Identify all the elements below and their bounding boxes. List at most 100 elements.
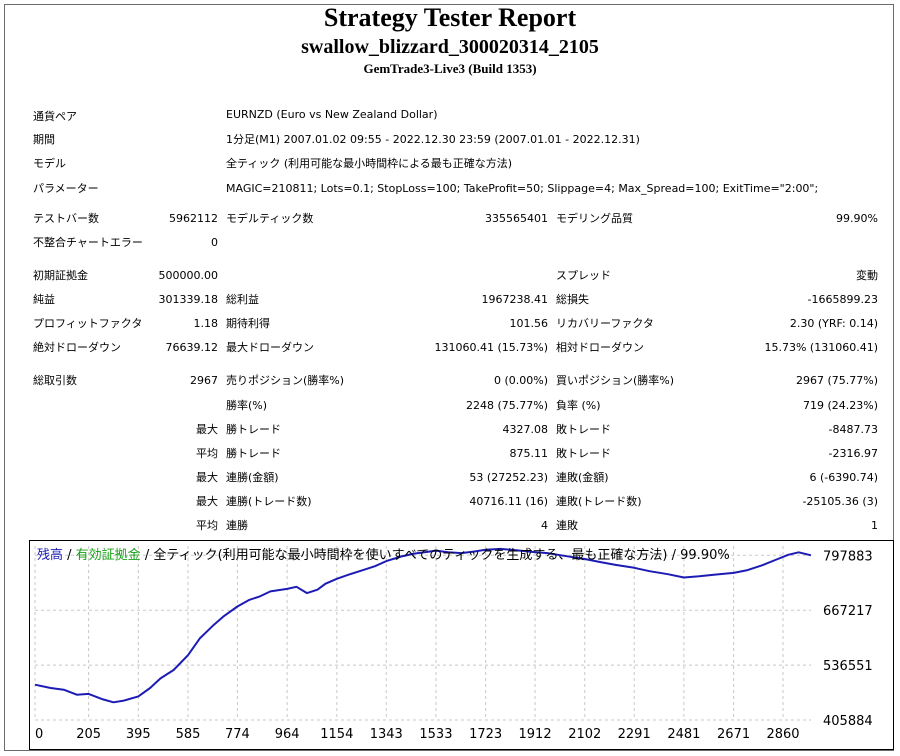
absolute-drawdown-value: 76639.12: [165, 341, 219, 354]
absolute-drawdown-label: 絶対ドローダウン: [33, 341, 121, 354]
period-value: 1分足(M1) 2007.01.02 09:55 - 2022.12.30 23…: [226, 133, 640, 146]
avg-consec-win-value: 4: [541, 519, 548, 532]
trades-row: 総取引数 2967 売りポジション(勝率%) 0 (0.00%) 買いポジション…: [0, 372, 900, 394]
avg-consec-prefix: 平均: [196, 519, 218, 532]
chart-axes: 0 205 395 585 774 964 1154 1343 1533 1723 1912 2102…: [35, 549, 873, 742]
short-positions-value: 0 (0.00%): [493, 374, 548, 387]
largest-win-value: 4327.08: [502, 423, 549, 436]
report-frame: [4, 4, 894, 751]
model-label: モデル: [33, 157, 66, 170]
factor-row: プロフィットファクタ 1.18 期待利得 101.56 リカバリーファクタ 2.…: [0, 315, 900, 337]
relative-drawdown-label: 相対ドローダウン: [556, 341, 644, 354]
deposit-label: 初期証拠金: [33, 269, 88, 282]
consec-win-amount-value: 53 (27252.23): [469, 471, 548, 484]
average-row: 平均 勝トレード 875.11 敗トレード -2316.97: [0, 445, 900, 467]
balance-chart-svg: 0 205 395 585 774 964 1154 1343 1533 1723 1912 2102…: [29, 540, 894, 750]
consec-win-amount-label: 連勝(金額): [226, 471, 279, 484]
average-loss-label: 敗トレード: [556, 447, 611, 460]
balance-chart: 0 205 395 585 774 964 1154 1343 1533 1723 1912 2102…: [29, 540, 894, 750]
total-trades-value: 2967: [190, 374, 218, 387]
consec-trades-row: 最大 連勝(トレード数) 40716.11 (16) 連敗(トレード数) -25…: [0, 493, 900, 515]
avg-consec-loss-value: 1: [871, 519, 878, 532]
model-row: モデル 全ティック (利用可能な最小時間枠による最も正確な方法): [0, 155, 900, 177]
x-tick-label: 395: [126, 727, 151, 742]
recovery-factor-value: 2.30 (YRF: 0.14): [789, 317, 878, 330]
consec-win-trades-label: 連勝(トレード数): [226, 495, 312, 508]
mismatch-row: 不整合チャートエラー 0: [0, 234, 900, 256]
consec-loss-trades-value: -25105.36 (3): [802, 495, 878, 508]
win-rate-value: 2248 (75.77%): [465, 399, 548, 412]
x-tick-label: 964: [275, 727, 300, 742]
expected-payoff-value: 101.56: [509, 317, 549, 330]
period-row: 期間 1分足(M1) 2007.01.02 09:55 - 2022.12.30…: [0, 131, 900, 153]
params-row: パラメーター MAGIC=210811; Lots=0.1; StopLoss=…: [0, 180, 900, 202]
gross-loss-label: 総損失: [556, 293, 589, 306]
maximal-drawdown-value: 131060.41 (15.73%): [434, 341, 548, 354]
gross-profit-value: 1967238.41: [481, 293, 548, 306]
x-tick-label: 1912: [519, 727, 552, 742]
relative-drawdown-value: 15.73% (131060.41): [764, 341, 878, 354]
legend-separator: /: [63, 548, 76, 563]
report-subtitle: swallow_blizzard_300020314_2105: [301, 36, 599, 58]
params-value: MAGIC=210811; Lots=0.1; StopLoss=100; Ta…: [226, 182, 819, 195]
y-tick-label: 797883: [823, 549, 873, 564]
x-tick-label: 0: [35, 727, 43, 742]
mismatch-value: 0: [211, 236, 218, 249]
average-loss-value: -2316.97: [828, 447, 878, 460]
legend-separator: /: [141, 548, 154, 563]
server-name: GemTrade3-Live3 (Build 1353): [363, 61, 537, 76]
x-tick-label: 205: [76, 727, 101, 742]
avg-consec-win-label: 連勝: [226, 519, 248, 532]
x-tick-label: 2291: [618, 727, 651, 742]
profit-factor-value: 1.18: [193, 317, 219, 330]
bars-label: テストバー数: [33, 212, 99, 225]
x-tick-label: 2671: [717, 727, 750, 742]
symbol-row: 通貨ペア EURNZD (Euro vs New Zealand Dollar): [0, 108, 900, 130]
legend-model-quality: 全ティック(利用可能な最小時間枠を使いすべてのティックを生成する、最も正確な方法…: [153, 547, 729, 563]
consec-loss-amount-value: 6 (-6390.74): [809, 471, 878, 484]
win-rate-label: 勝率(%): [226, 399, 268, 412]
recovery-factor-label: リカバリーファクタ: [556, 317, 654, 330]
chart-border: [29, 540, 894, 750]
legend-balance: 残高: [37, 547, 63, 563]
symbol-label: 通貨ペア: [33, 110, 77, 123]
chart-series: [34, 547, 812, 704]
maximal-drawdown-label: 最大ドローダウン: [226, 341, 314, 354]
quality-label: モデリング品質: [556, 212, 633, 225]
consec-amount-row: 最大 連勝(金額) 53 (27252.23) 連敗(金額) 6 (-6390.…: [0, 469, 900, 491]
consec-trades-prefix: 最大: [196, 495, 218, 508]
y-tick-label: 667217: [823, 604, 873, 619]
deposit-value: 500000.00: [158, 269, 219, 282]
deposit-row: 初期証拠金 500000.00 スプレッド 変動: [0, 267, 900, 289]
consec-loss-amount-label: 連敗(金額): [556, 471, 609, 484]
chart-legend: 残高 / 有効証拠金 / 全ティック(利用可能な最小時間枠を使いすべてのティック…: [37, 547, 730, 563]
balance-line: [34, 547, 812, 704]
total-trades-label: 総取引数: [33, 374, 77, 387]
profit-row: 純益 301339.18 総利益 1967238.41 総損失 -1665899…: [0, 291, 900, 313]
x-tick-label: 2860: [766, 727, 799, 742]
y-tick-label: 536551: [823, 659, 873, 674]
consec-amount-prefix: 最大: [196, 471, 218, 484]
y-tick-label: 405884: [823, 714, 873, 729]
report-title: Strategy Tester Report: [323, 3, 577, 32]
largest-loss-value: -8487.73: [828, 423, 878, 436]
spread-value: 変動: [856, 269, 878, 282]
bars-row: テストバー数 5962112 モデルティック数 335565401 モデリング品…: [0, 210, 900, 232]
chart-grid: [34, 546, 811, 721]
gross-profit-label: 総利益: [226, 293, 259, 306]
net-profit-label: 純益: [33, 293, 55, 306]
drawdown-row: 絶対ドローダウン 76639.12 最大ドローダウン 131060.41 (15…: [0, 339, 900, 361]
x-tick-label: 1533: [419, 727, 452, 742]
params-label: パラメーター: [33, 182, 99, 195]
loss-rate-value: 719 (24.23%): [802, 399, 878, 412]
model-value: 全ティック (利用可能な最小時間枠による最も正確な方法): [226, 157, 513, 170]
consec-win-trades-value: 40716.11 (16): [469, 495, 548, 508]
ticks-value: 335565401: [485, 212, 548, 225]
net-profit-value: 301339.18: [158, 293, 219, 306]
mismatch-label: 不整合チャートエラー: [33, 236, 143, 249]
quality-value: 99.90%: [836, 212, 878, 225]
x-tick-label: 1723: [469, 727, 502, 742]
x-tick-label: 2481: [667, 727, 700, 742]
profit-factor-label: プロフィットファクタ: [33, 317, 143, 330]
x-tick-label: 1154: [320, 727, 353, 742]
